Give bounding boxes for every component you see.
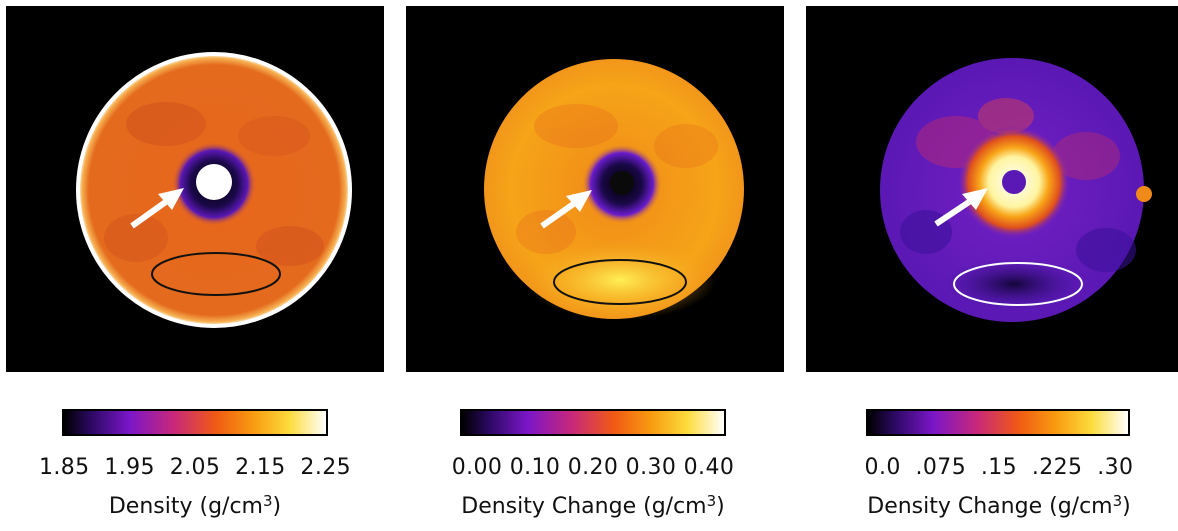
arrow-icon	[540, 190, 592, 229]
region-ellipse	[953, 262, 1083, 306]
density-map	[6, 6, 384, 372]
density-image	[6, 6, 384, 372]
colorbar-density-change-2	[866, 409, 1130, 436]
colorbar-density-change-1	[460, 409, 726, 436]
colorbar-tick-labels: 1.85 1.95 2.05 2.15 2.25	[38, 455, 352, 480]
colorbar-label: Density Change (g/cm3)	[867, 492, 1131, 519]
density-change-map-1	[406, 6, 784, 372]
density-change-map-2	[806, 6, 1178, 372]
colorbar-tick-labels: 0.0 .075 .15 .225 .30	[864, 455, 1134, 480]
region-ellipse	[151, 252, 281, 296]
region-ellipse	[553, 259, 687, 305]
colorbar-label: Density (g/cm3)	[108, 492, 282, 519]
density-change-image-1	[406, 6, 784, 372]
density-change-image-2	[806, 6, 1178, 372]
arrow-icon	[934, 188, 988, 227]
colorbar-tick-labels: 0.00 0.10 0.20 0.30 0.40	[451, 455, 735, 480]
colorbar-density	[62, 409, 328, 436]
colorbar-label: Density Change (g/cm3)	[461, 492, 725, 519]
arrow-icon	[130, 188, 184, 229]
